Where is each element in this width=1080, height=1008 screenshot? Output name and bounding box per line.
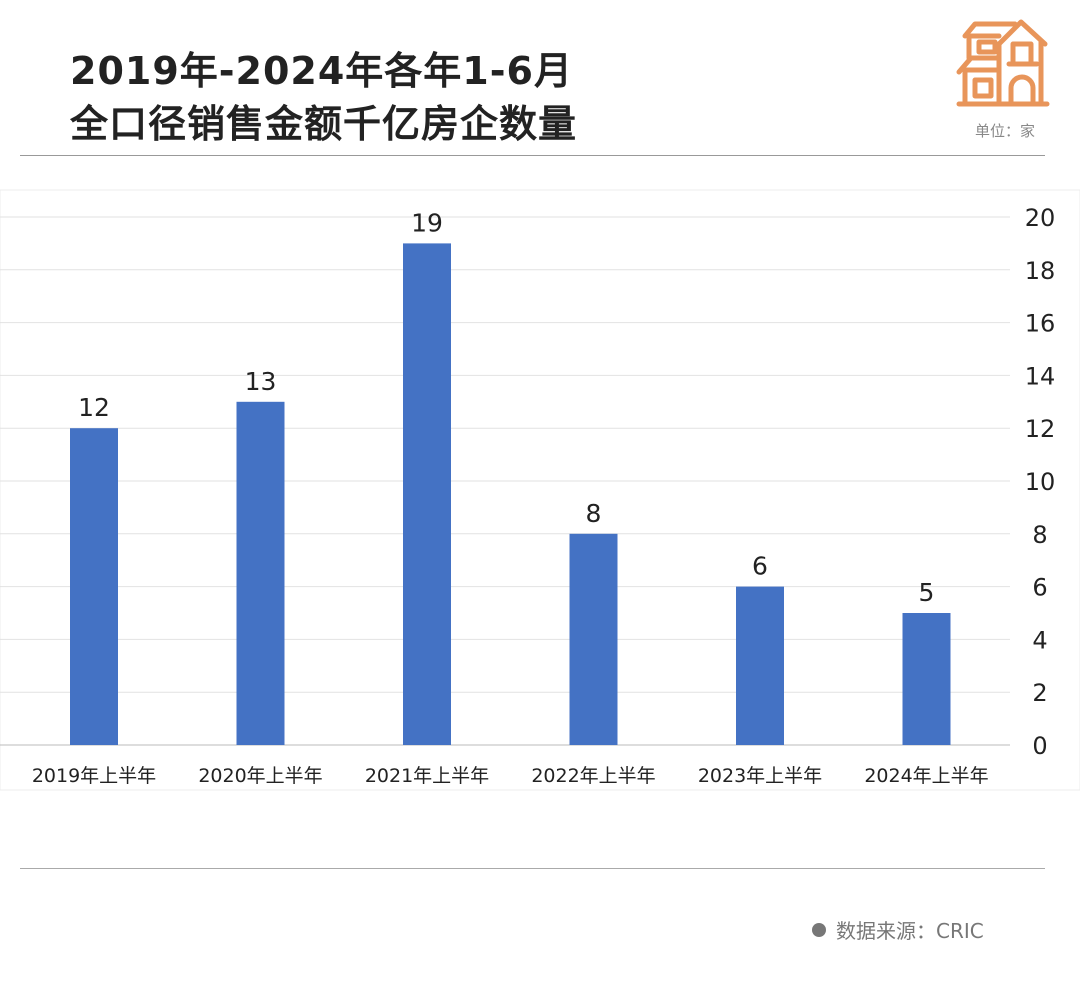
y-tick-label: 16 bbox=[1025, 310, 1056, 338]
x-tick-label: 2021年上半年 bbox=[365, 765, 489, 787]
y-tick-label: 6 bbox=[1032, 574, 1047, 602]
data-label: 13 bbox=[245, 367, 277, 396]
x-tick-label: 2023年上半年 bbox=[698, 765, 822, 787]
house-icon bbox=[956, 19, 1050, 107]
bar bbox=[236, 401, 285, 745]
chart-title-line1: 2019年-2024年各年1-6月 bbox=[70, 49, 573, 93]
y-tick-label: 10 bbox=[1025, 468, 1056, 496]
plot-frame bbox=[0, 189, 1080, 791]
y-tick-label: 20 bbox=[1025, 204, 1056, 232]
data-label: 8 bbox=[586, 499, 602, 528]
bar bbox=[70, 428, 118, 745]
bar bbox=[736, 586, 784, 745]
bullet-icon bbox=[812, 922, 826, 937]
data-label: 6 bbox=[752, 552, 768, 581]
y-tick-label: 12 bbox=[1025, 415, 1056, 443]
source-note: 数据来源：CRIC bbox=[812, 915, 984, 944]
x-tick-label: 2020年上半年 bbox=[198, 765, 322, 787]
unit-label: 单位：家 bbox=[975, 122, 1036, 140]
bar bbox=[569, 533, 618, 745]
y-tick-label: 0 bbox=[1032, 732, 1047, 760]
x-tick-label: 2024年上半年 bbox=[864, 765, 988, 787]
bar-chart: 0 2 4 6 8 10 12 14 16 18 20 12 2019年上半年 13 2020年上半年 19 2… bbox=[0, 189, 1080, 791]
y-tick-label: 4 bbox=[1032, 626, 1047, 654]
data-label: 12 bbox=[78, 393, 110, 422]
chart-title-line2: 全口径销售金额千亿房企数量 bbox=[70, 102, 578, 146]
bar bbox=[902, 613, 951, 745]
y-tick-label: 14 bbox=[1025, 362, 1056, 390]
x-tick-label: 2022年上半年 bbox=[531, 765, 655, 787]
footer-divider bbox=[20, 868, 1045, 869]
y-tick-label: 8 bbox=[1032, 521, 1047, 549]
source-text: 数据来源：CRIC bbox=[836, 919, 984, 943]
y-tick-label: 18 bbox=[1025, 257, 1056, 285]
header-divider bbox=[20, 155, 1045, 156]
x-tick-label: 2019年上半年 bbox=[32, 765, 156, 787]
data-label: 19 bbox=[411, 208, 443, 237]
bar bbox=[403, 243, 451, 745]
y-tick-label: 2 bbox=[1032, 679, 1047, 707]
data-label: 5 bbox=[919, 578, 935, 607]
